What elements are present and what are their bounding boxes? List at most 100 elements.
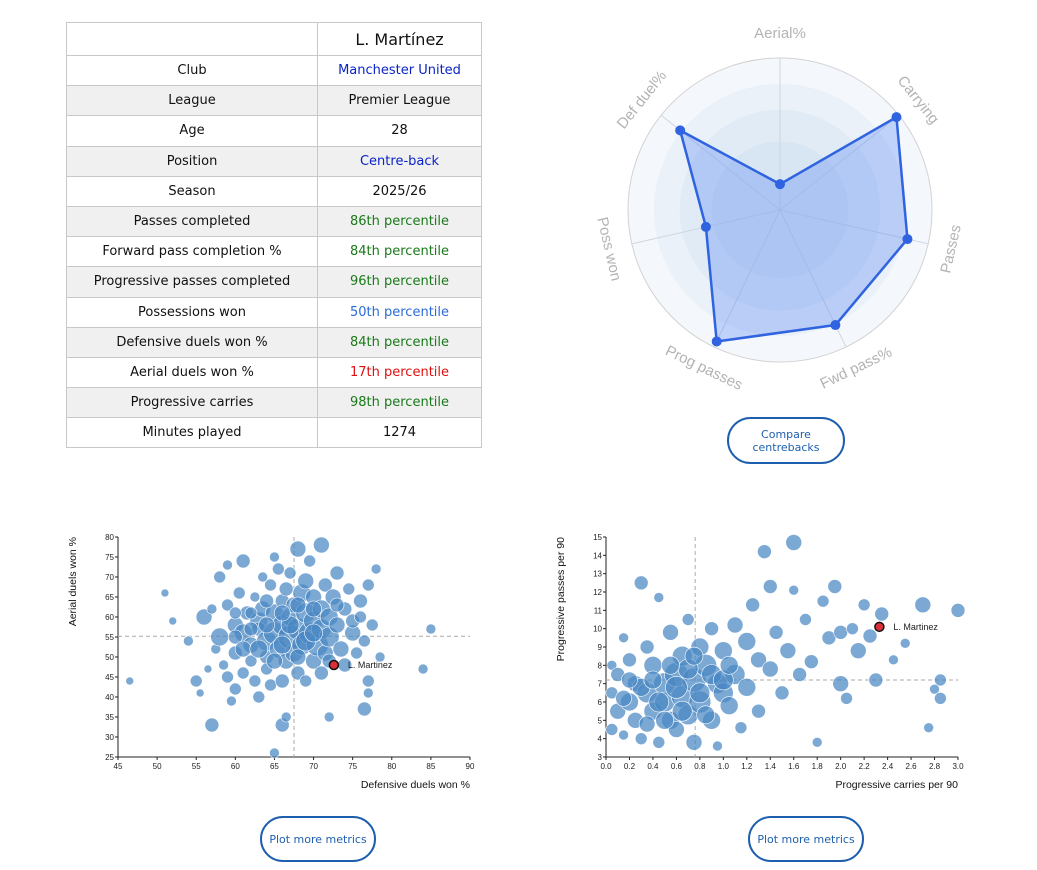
data-point: [622, 652, 637, 668]
data-point: [804, 654, 819, 669]
profile-value: 2025/26: [317, 175, 482, 207]
data-point: [639, 639, 655, 655]
y-tick-label: 4: [598, 735, 603, 744]
compare-centrebacks-label: Compare centrebacks: [752, 427, 820, 454]
data-point: [762, 579, 778, 594]
data-point: [929, 683, 940, 695]
scatter-passes-vs-carries: 0.0 0.2 0.4 0.6 0.8 1.0 1.2 1.4 1.6 1.8 2.0 2.2 2.4 2…: [555, 533, 966, 791]
data-point: [353, 593, 368, 609]
data-point: [229, 682, 242, 696]
data-point: [633, 575, 649, 591]
data-point: [638, 715, 656, 733]
data-point: [934, 692, 947, 705]
scatter-aerial-vs-defensive: 45 50 55 60 65 70 75 80 85 90 25 30 35 40 45 50 55 60 65 70…: [67, 533, 475, 791]
data-point: [689, 682, 711, 704]
data-point: [661, 656, 680, 675]
y-tick-label: 15: [593, 533, 602, 542]
plot-more-metrics-button-right[interactable]: Plot more metrics: [748, 816, 864, 862]
data-point: [274, 673, 290, 689]
data-point: [768, 625, 784, 640]
data-point: [832, 675, 849, 692]
data-point: [671, 700, 693, 722]
data-point: [950, 603, 966, 618]
data-point: [234, 640, 252, 658]
data-point: [374, 651, 386, 663]
data-point: [799, 613, 812, 626]
data-point: [244, 654, 258, 668]
data-point: [827, 579, 843, 594]
data-point: [923, 722, 934, 733]
y-tick-label: 75: [105, 553, 114, 562]
data-point: [888, 654, 899, 666]
compare-centrebacks-button[interactable]: Compare centrebacks: [727, 417, 845, 464]
profile-value[interactable]: Centre-back: [317, 145, 482, 177]
x-tick-label: 2.2: [859, 762, 871, 771]
data-point: [653, 592, 665, 603]
profile-label: Passes completed: [66, 205, 318, 238]
radar-spoke: [779, 114, 900, 211]
highlight-point: [328, 659, 340, 671]
data-point: [751, 703, 766, 719]
profile-row: League Premier League: [66, 85, 482, 117]
y-tick-label: 60: [105, 613, 114, 622]
data-point: [757, 544, 772, 559]
data-point: [840, 692, 853, 705]
data-point: [303, 554, 316, 568]
x-tick-label: 65: [270, 762, 279, 771]
data-point: [289, 540, 307, 558]
data-point: [684, 646, 704, 666]
radar-point: [902, 234, 913, 245]
data-point: [719, 656, 739, 675]
radar-point: [700, 221, 711, 232]
data-point: [712, 740, 723, 752]
profile-value: 98th percentile: [317, 387, 482, 419]
bubble-group: [605, 534, 966, 752]
player-name-header: L. Martínez: [317, 22, 482, 56]
profile-value: 84th percentile: [317, 236, 482, 268]
radar-point: [830, 320, 841, 331]
highlight-label: L. Martinez: [348, 660, 393, 670]
radar-axis-label: Aerial%: [754, 25, 806, 42]
data-point: [236, 666, 250, 680]
x-tick-label: 50: [153, 762, 162, 771]
plot-more-metrics-label: Plot more metrics: [269, 832, 367, 846]
plot-more-metrics-label: Plot more metrics: [757, 832, 855, 846]
y-tick-label: 5: [598, 716, 603, 725]
profile-label: Position: [66, 145, 318, 177]
x-tick-label: 2.4: [882, 762, 894, 771]
data-point: [833, 625, 848, 640]
profile-label: League: [66, 85, 318, 117]
data-point: [342, 582, 356, 596]
y-tick-label: 7: [598, 680, 603, 689]
data-point: [259, 593, 274, 609]
radar-point: [891, 112, 902, 123]
profile-row: Passes completed 86th percentile: [66, 205, 482, 238]
plot-more-metrics-button-left[interactable]: Plot more metrics: [260, 816, 376, 862]
data-point: [258, 616, 275, 634]
data-point: [264, 578, 277, 592]
profile-value[interactable]: Manchester United: [317, 54, 482, 87]
data-point: [226, 695, 237, 707]
data-point: [354, 610, 367, 624]
data-point: [232, 586, 246, 600]
profile-value: 17th percentile: [317, 356, 482, 389]
y-tick-label: 50: [105, 653, 114, 662]
profile-row: Season 2025/26: [66, 175, 482, 207]
data-point: [785, 534, 803, 551]
data-point: [235, 553, 251, 569]
data-point: [745, 597, 760, 613]
data-point: [252, 690, 266, 704]
profile-row: Possessions won 50th percentile: [66, 296, 482, 328]
data-point: [792, 667, 807, 682]
data-point: [213, 570, 226, 584]
data-point: [634, 732, 648, 745]
data-point: [183, 635, 194, 647]
data-point: [264, 678, 277, 692]
profile-value: 86th percentile: [317, 205, 482, 238]
highlight-label: L. Martinez: [893, 622, 938, 632]
data-point: [425, 623, 437, 635]
x-tick-label: 1.6: [788, 762, 800, 771]
data-point: [605, 723, 619, 736]
y-tick-label: 14: [593, 551, 602, 560]
